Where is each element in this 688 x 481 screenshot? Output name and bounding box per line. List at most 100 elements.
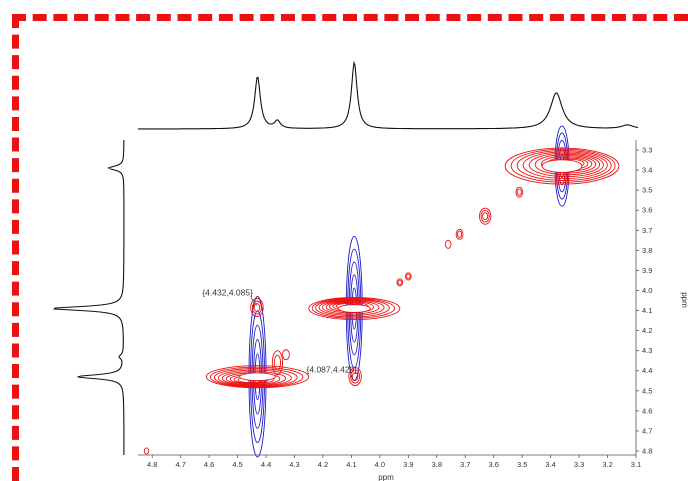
y-tick-label: 4.0 [642, 286, 652, 295]
diagonal-peak-contour [522, 151, 608, 179]
cross-peak-contour [350, 369, 361, 384]
diagonal-peak-core [239, 372, 276, 382]
diagonal-peak-contour [315, 298, 390, 318]
x-tick-label: 4.8 [147, 460, 157, 469]
cross-peak-contour [455, 228, 464, 240]
diagonal-peak-core [541, 159, 583, 173]
cross-peak-contour [405, 272, 412, 281]
y-axis-label: ppm [680, 292, 688, 308]
diagonal-peak-core [337, 304, 371, 313]
y-axis: 3.3 3.4 3.5 3.6 3.7 3.8 3.9 4.0 4.1 4.2 4.3 4.4 4.5 4… [635, 140, 652, 455]
cross-peak [405, 272, 412, 281]
y-tick-label: 4.1 [642, 306, 652, 315]
diagonal-peak-contour [209, 366, 304, 388]
x-tick-label: 4.3 [289, 460, 299, 469]
y-tick-label: 4.3 [642, 346, 652, 355]
x-tick-label: 3.1 [631, 460, 641, 469]
diagonal-peak-contour [528, 152, 604, 178]
cross-peak-contour [253, 303, 261, 312]
y-tick-label: 3.7 [642, 226, 652, 235]
diagonal-peak-contour [221, 371, 287, 386]
diagonal-peak-contour [504, 147, 620, 185]
annotation-leader [250, 297, 258, 306]
x-axis: 4.8 4.7 4.6 4.5 4.4 4.3 4.2 4.1 4.0 3.9 3.8 3.7 3.6 3… [138, 454, 641, 469]
dashed-frame-left [12, 14, 19, 481]
cross-peak-contour [250, 298, 264, 318]
x-tick-label: 3.4 [545, 460, 555, 469]
y-tick-label: 3.3 [642, 146, 652, 155]
cross-peak-contour [406, 273, 411, 280]
x-tick-label: 4.4 [261, 460, 271, 469]
diagonal-peak-contour [217, 369, 292, 387]
x-axis-label: ppm [378, 473, 394, 481]
x-tick-label: 4.7 [175, 460, 185, 469]
cross-peak-contour [515, 186, 524, 198]
y-tick-label: 3.5 [642, 186, 652, 195]
x-tick-label: 4.2 [318, 460, 328, 469]
cross-peak [271, 350, 284, 376]
x-tick-label: 4.0 [375, 460, 385, 469]
diagonal-peak-contour [510, 148, 616, 183]
cross-peak [250, 298, 264, 318]
x-tick-label: 3.2 [602, 460, 612, 469]
x-tick-label: 3.7 [460, 460, 470, 469]
x-tick-label: 3.8 [432, 460, 442, 469]
y-tick-label: 4.6 [642, 406, 652, 415]
cross-peak [143, 447, 150, 455]
diagonal-peak-positive [308, 297, 401, 321]
cross-peak-contour [479, 207, 492, 225]
cross-peak-contour [348, 367, 362, 387]
dashed-frame-top [12, 14, 688, 21]
annotation-label: {4.432,4.085} [202, 288, 253, 298]
cross-peak-contour [482, 212, 489, 221]
top-projection-trace [138, 60, 639, 130]
x-tick-label: 3.3 [574, 460, 584, 469]
cross-peak [444, 239, 452, 249]
cross-peak-contour [273, 354, 282, 371]
cross-peak [515, 186, 524, 198]
annotation-label: {4.087,4.429} [307, 365, 358, 375]
cross-peak-contour [351, 372, 359, 382]
plot-area: {4.432,4.085} {4.087,4.429} [143, 125, 620, 458]
x-tick-label: 4.6 [204, 460, 214, 469]
y-tick-label: 3.4 [642, 166, 652, 175]
peak-annotation: {4.087,4.429} [307, 365, 358, 375]
cross-peak [479, 207, 492, 225]
diagonal-peak-contour [325, 300, 375, 314]
diagonal-peak-contour [540, 155, 597, 174]
cross-peak-contour [444, 239, 452, 249]
top-projection [138, 60, 639, 130]
cross-peak-contour [251, 300, 262, 315]
diagonal-peak-contour [322, 300, 380, 315]
left-projection-trace [53, 140, 125, 455]
cross-peak-contour [457, 230, 463, 238]
cross-peak-contour [480, 209, 490, 223]
diagonal-peak-positive [504, 147, 620, 185]
x-tick-label: 3.9 [403, 460, 413, 469]
y-tick-label: 4.7 [642, 426, 652, 435]
cross-peak-contour [396, 278, 404, 287]
peak-annotation: {4.432,4.085} [202, 288, 258, 306]
diagonal-peak-contour [213, 368, 298, 387]
x-tick-label: 3.6 [488, 460, 498, 469]
cross-peak-contour [282, 349, 290, 361]
diagonal-peak-contour [311, 297, 396, 319]
cross-peak [282, 349, 290, 361]
diagonal-peak-contour [534, 153, 601, 176]
x-tick-label: 4.1 [346, 460, 356, 469]
y-tick-label: 4.4 [642, 366, 652, 375]
cross-peak-contour [271, 350, 284, 376]
cross-peak [396, 278, 404, 287]
cross-peak [455, 228, 464, 240]
left-projection [53, 140, 125, 455]
y-tick-label: 4.8 [642, 446, 652, 455]
y-tick-label: 3.9 [642, 266, 652, 275]
cross-peak-contour [397, 279, 403, 286]
cross-peak-contour [516, 188, 522, 196]
cross-peak-contour [143, 447, 150, 455]
y-tick-label: 4.5 [642, 386, 652, 395]
diagonal-peak-positive [205, 365, 310, 389]
cross-peak [348, 367, 362, 387]
x-tick-label: 3.5 [517, 460, 527, 469]
